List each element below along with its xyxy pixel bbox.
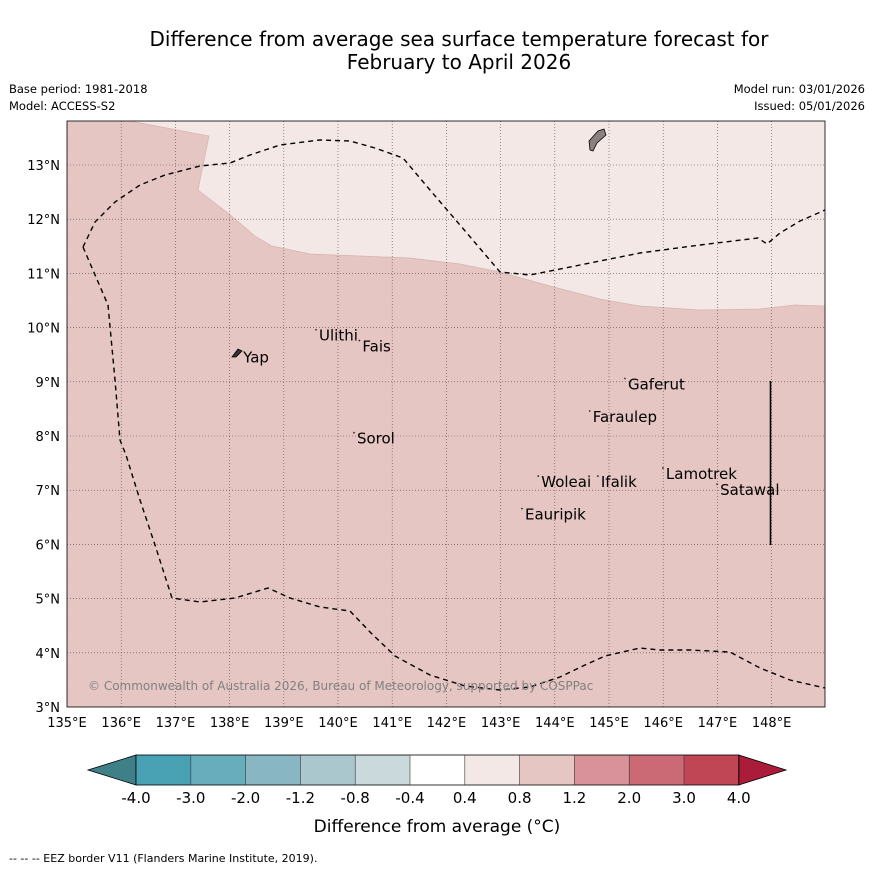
island-marker (315, 328, 317, 331)
lat-tick-label: 12°N (27, 213, 60, 228)
colorbar-tick-label: -2.0 (231, 789, 260, 807)
lon-tick-label: 141°E (372, 716, 412, 731)
lat-tick-label: 10°N (27, 322, 60, 337)
colorbar-label: Difference from average (°C) (314, 817, 561, 837)
colorbar-swatch (355, 755, 410, 785)
place-label: Sorol (357, 430, 395, 448)
issued-text: Issued: 05/01/2026 (754, 99, 865, 113)
place-label: Satawal (720, 481, 779, 499)
colorbar-tick-label: 0.8 (508, 789, 532, 807)
meta-right: Model run: 03/01/2026 Issued: 05/01/2026 (734, 81, 865, 115)
map-frame (66, 120, 826, 708)
lon-tick-label: 140°E (318, 716, 358, 731)
lat-tick-label: 6°N (36, 538, 61, 553)
colorbar-tick-label: -3.0 (176, 789, 205, 807)
lat-tick-label: 11°N (27, 267, 60, 282)
lat-tick-label: 3°N (36, 701, 61, 716)
model-run-text: Model run: 03/01/2026 (733, 82, 865, 96)
lat-tick-label: 7°N (36, 484, 61, 499)
place-label: Yap (242, 348, 269, 366)
island-marker (353, 431, 355, 434)
colorbar-swatch (574, 755, 630, 785)
lon-tick-label: 148°E (752, 716, 792, 731)
colorbar: -4.0 -3.0 -2.0 -1.2 -0.8 -0.4 0.4 0.8 1.2 2.0 3.0 4… (86, 754, 788, 807)
colorbar-tick-label: 2.0 (617, 789, 641, 807)
title-line-2: February to April 2026 (346, 50, 572, 74)
colorbar-swatch (190, 755, 246, 785)
place-label: Gaferut (628, 376, 685, 394)
lon-tick-label: 147°E (698, 716, 738, 731)
eez-border-north (82, 139, 825, 276)
lon-tick-label: 143°E (481, 716, 521, 731)
anomaly-zone-0.4-0.8 (129, 121, 825, 311)
place-label: Lamotrek (666, 465, 737, 483)
eez-border-west (82, 246, 825, 691)
colorbar-swatch (629, 755, 684, 785)
colorbar-tick-label: 4.0 (727, 789, 751, 807)
colorbar-swatch (300, 755, 356, 785)
colorbar-swatch (464, 755, 520, 785)
lon-tick-label: 145°E (589, 716, 629, 731)
colorbar-swatch (410, 755, 465, 785)
lat-tick-label: 13°N (27, 159, 60, 174)
place-label: Faraulep (593, 408, 657, 426)
lon-tick-label: 146°E (643, 716, 683, 731)
place-label: Woleai (541, 473, 591, 491)
lon-tick-label: 137°E (156, 716, 196, 731)
place-label: Eauripik (525, 506, 586, 524)
lon-tick-label: 142°E (427, 716, 467, 731)
island-marker (537, 475, 540, 477)
lon-tick-label: 136°E (101, 716, 141, 731)
lon-tick-label: 144°E (535, 716, 575, 731)
island-marker (596, 475, 599, 477)
title-line-1: Difference from average sea surface temp… (149, 27, 769, 51)
island-marker (239, 350, 242, 353)
colorbar-tick-label: -0.4 (395, 789, 424, 807)
place-label: Fais (362, 338, 391, 356)
lat-tick-label: 9°N (36, 376, 61, 391)
island-marker (588, 410, 591, 412)
graticule (67, 121, 825, 707)
colorbar-tick-label: 0.4 (453, 789, 477, 807)
colorbar-swatch (245, 755, 301, 785)
chart-title: Difference from average sea surface temp… (0, 28, 873, 74)
colorbar-tick-label: -1.2 (286, 789, 315, 807)
lat-tick-label: 4°N (36, 647, 61, 662)
island-marker (662, 467, 664, 469)
meta-left: Base period: 1981-2018 Model: ACCESS-S2 (9, 81, 148, 115)
lon-tick-label: 138°E (210, 716, 250, 731)
latitude-ticks: 13°N 12°N 11°N 10°N 9°N 8°N 7°N 6°N 5°N 4°N 3°N (27, 159, 60, 716)
footnote: -- -- -- EEZ border V11 (Flanders Marine… (9, 852, 318, 865)
lon-tick-label: 139°E (264, 716, 304, 731)
island-marker (716, 483, 719, 486)
base-period-text: Base period: 1981-2018 (9, 82, 148, 96)
guam-island (588, 128, 607, 152)
island-marker (521, 507, 523, 510)
lon-tick-label: 135°E (47, 716, 87, 731)
copyright-watermark: © Commonwealth of Australia 2026, Bureau… (88, 679, 593, 693)
colorbar-tick-label: 1.2 (562, 789, 586, 807)
lat-tick-label: 8°N (36, 430, 61, 445)
colorbar-tick-label: -0.8 (341, 789, 370, 807)
colorbar-extend-high (738, 754, 788, 786)
colorbar-swatch (519, 755, 575, 785)
place-label: Ifalik (601, 473, 637, 491)
place-label: Ulithi (319, 327, 358, 345)
longitude-ticks: 135°E 136°E 137°E 138°E 139°E 140°E 141°E 142°E… (47, 716, 791, 731)
model-text: Model: ACCESS-S2 (9, 99, 116, 113)
colorbar-tick-label: 3.0 (672, 789, 696, 807)
colorbar-swatch (684, 755, 739, 785)
island-marker (624, 377, 626, 380)
island-marker (358, 339, 361, 342)
colorbar-tick-label: -4.0 (121, 789, 150, 807)
colorbar-frame (135, 754, 740, 786)
lat-tick-label: 5°N (36, 593, 61, 608)
colorbar-swatch (136, 755, 191, 785)
colorbar-extend-low (86, 754, 137, 786)
